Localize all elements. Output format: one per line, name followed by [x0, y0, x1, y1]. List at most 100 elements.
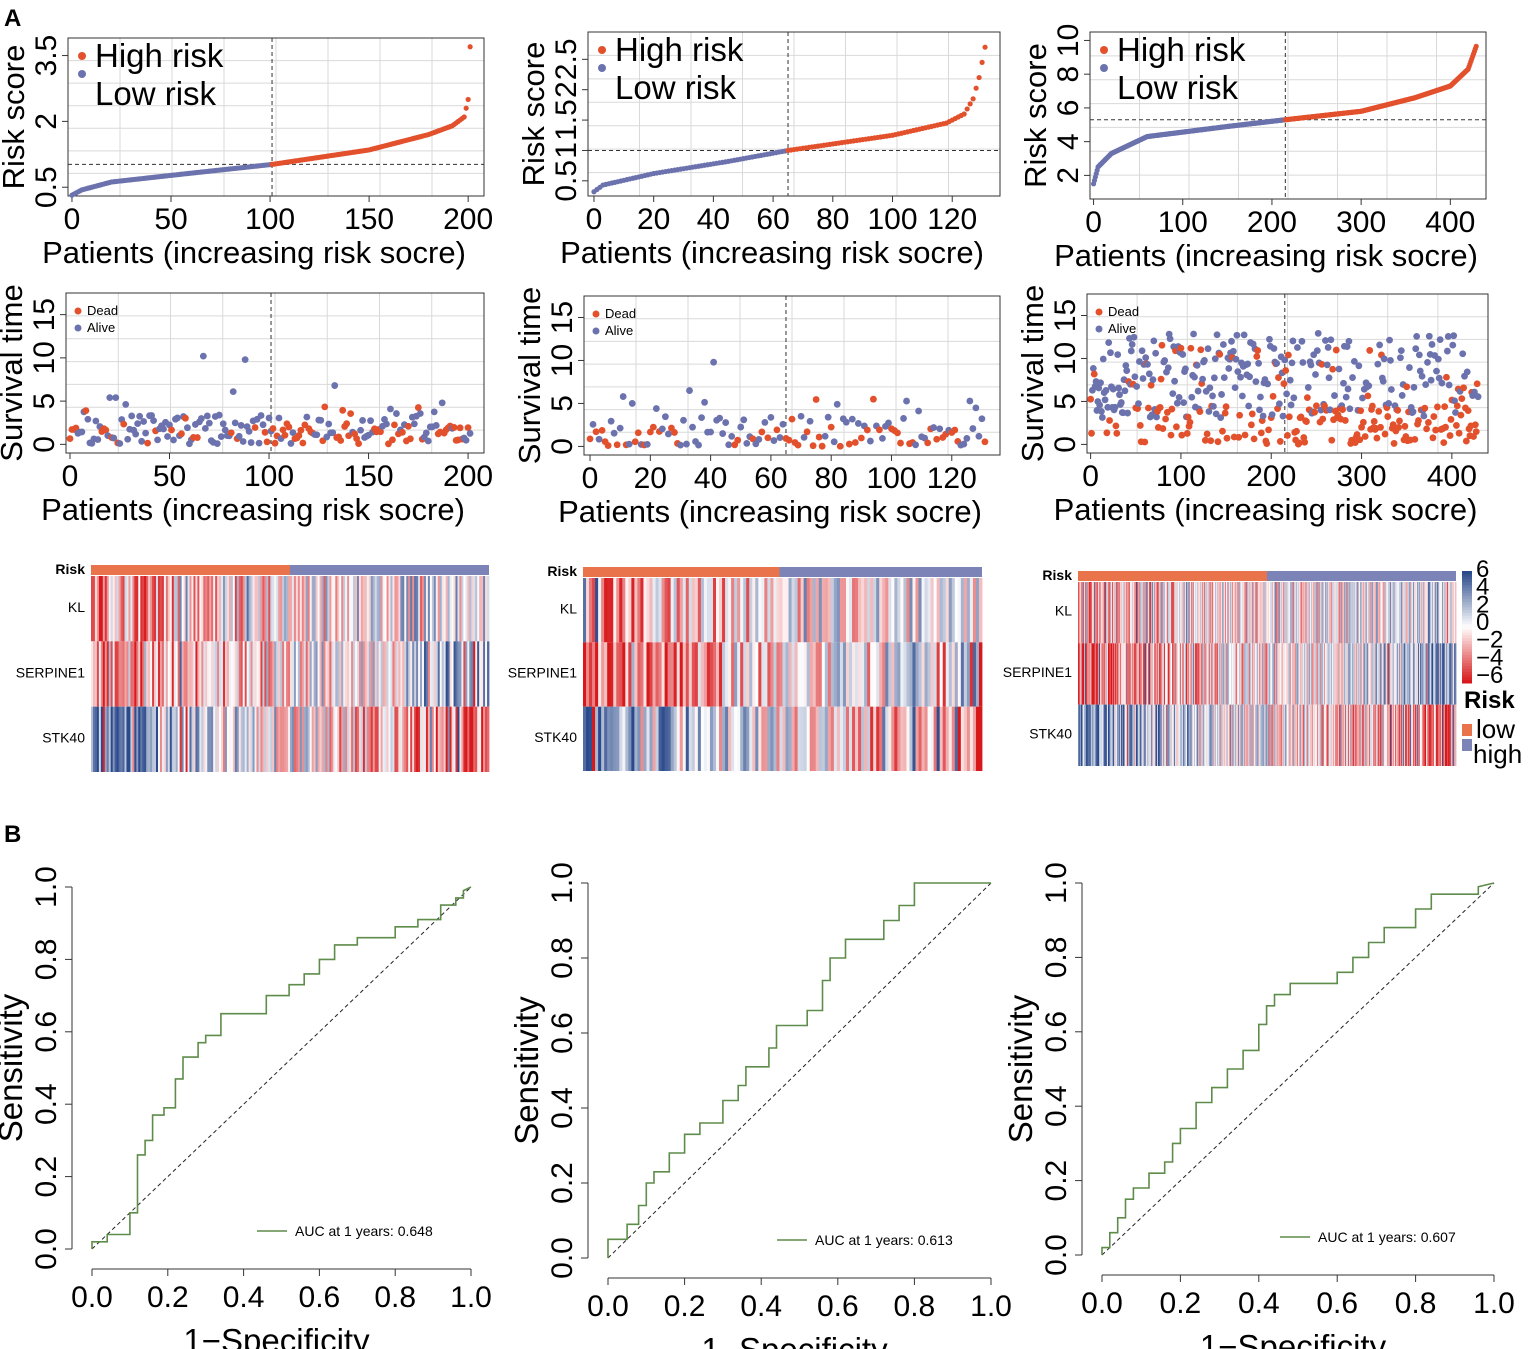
heatmap-cell [1133, 582, 1135, 644]
heatmap-cell [1103, 704, 1105, 766]
heatmap-cell [264, 706, 267, 772]
survival-frame [65, 292, 485, 454]
risk-bar-low [1078, 571, 1267, 581]
heatmap-cell [1293, 704, 1295, 766]
heatmap-cell [1129, 582, 1132, 644]
heatmap-cell [262, 641, 265, 707]
survival-point [866, 437, 874, 445]
heatmap-cell [1268, 704, 1271, 766]
roc-y-tick-label: 0.4 [546, 1087, 579, 1129]
heatmap-cell [933, 642, 938, 707]
heatmap-cell [1167, 582, 1169, 644]
heatmap-cell [1361, 704, 1364, 766]
survival-point [377, 428, 384, 436]
survival-point [1410, 383, 1418, 391]
heatmap-cell [1290, 704, 1293, 766]
heatmap-cell [1101, 582, 1104, 644]
roc-diagonal [607, 882, 992, 1259]
heatmap-cell [821, 578, 826, 643]
roc-x-tick-label: 0.8 [894, 1290, 936, 1323]
heatmap-cell [412, 576, 415, 642]
heatmap-cell [148, 576, 151, 642]
heatmap-cell [1251, 704, 1253, 766]
heatmap-cell [1261, 704, 1264, 766]
heatmap-cell [327, 576, 330, 642]
survival-point [1447, 416, 1455, 423]
survival-point [1206, 384, 1214, 392]
heatmap-cell [891, 706, 895, 771]
risk-score-x-tick-label: 120 [927, 203, 977, 236]
heatmap-cell [1265, 643, 1267, 705]
survival-point [1098, 407, 1105, 415]
roc-x-tick-label: 0.0 [71, 1281, 113, 1314]
heatmap-cell [1176, 704, 1178, 766]
heatmap-cell [1380, 643, 1382, 705]
heatmap-cell [1411, 704, 1413, 766]
survival-point [1471, 421, 1479, 429]
heatmap-cell [812, 578, 817, 643]
heatmap-cell [1309, 704, 1311, 766]
heatmap-cell [325, 706, 328, 772]
heatmap-cell [610, 642, 614, 707]
heatmap-cell [1220, 643, 1222, 705]
heatmap-cell [341, 706, 344, 772]
heatmap-cell [211, 641, 214, 707]
heatmap-cell [429, 576, 433, 642]
heatmap-cell [740, 706, 744, 771]
survival-point [1162, 415, 1169, 423]
heatmap-cell [616, 642, 620, 707]
heatmap-cell [882, 578, 886, 643]
survival-point [347, 410, 355, 418]
heatmap-cell [1132, 643, 1134, 705]
heatmap-cell [1255, 582, 1257, 644]
heatmap-cell [1401, 704, 1403, 766]
heatmap-cell [433, 641, 437, 707]
heatmap-cell [1261, 582, 1264, 644]
heatmap-cell [396, 641, 399, 707]
heatmap-cell [1144, 704, 1147, 766]
survival-point [1418, 372, 1426, 380]
heatmap-cell [144, 641, 147, 707]
heatmap-cell [1410, 643, 1412, 705]
survival-point [339, 406, 347, 414]
survival-point [963, 435, 971, 442]
heatmap-cell [755, 642, 759, 707]
survival-point [438, 399, 446, 407]
roc-x-tick-label: 0.8 [1395, 1287, 1437, 1320]
heatmap-cell [1370, 704, 1373, 766]
heatmap-cell [1115, 643, 1118, 705]
survival-point [1427, 376, 1435, 384]
heatmap-cell [1164, 643, 1166, 705]
heatmap-cell [1413, 704, 1416, 766]
heatmap-cell [1200, 582, 1202, 644]
heatmap-cell [1112, 704, 1114, 766]
survival-point [279, 426, 287, 434]
survival-point [1422, 381, 1430, 388]
heatmap-cell [159, 706, 163, 772]
survival-point [680, 416, 687, 424]
heatmap-cell [1091, 704, 1093, 766]
heatmap-cell [118, 641, 121, 707]
survival-point [1390, 440, 1398, 447]
heatmap-cell [737, 642, 741, 707]
heatmap-cell [1316, 582, 1318, 644]
heatmap-cell [706, 706, 711, 771]
heatmap-cell [1406, 582, 1409, 644]
survival-point [1365, 382, 1373, 390]
risk-score-point [964, 106, 970, 112]
heatmap-cell [1196, 704, 1198, 766]
heatmap-cell [1273, 643, 1275, 705]
heatmap-cell [1301, 582, 1303, 644]
heatmap-cell [248, 576, 251, 642]
heatmap-cell [1192, 643, 1194, 705]
heatmap-cell [254, 706, 257, 772]
survival-point [1257, 393, 1264, 401]
survival-point [806, 417, 814, 425]
heatmap-cell [1243, 643, 1245, 705]
survival-point [1420, 412, 1428, 420]
heatmap-cell [791, 642, 795, 707]
heatmap-cell [1405, 582, 1407, 644]
heatmap-cell [1340, 704, 1343, 766]
survival-point [1138, 347, 1146, 355]
